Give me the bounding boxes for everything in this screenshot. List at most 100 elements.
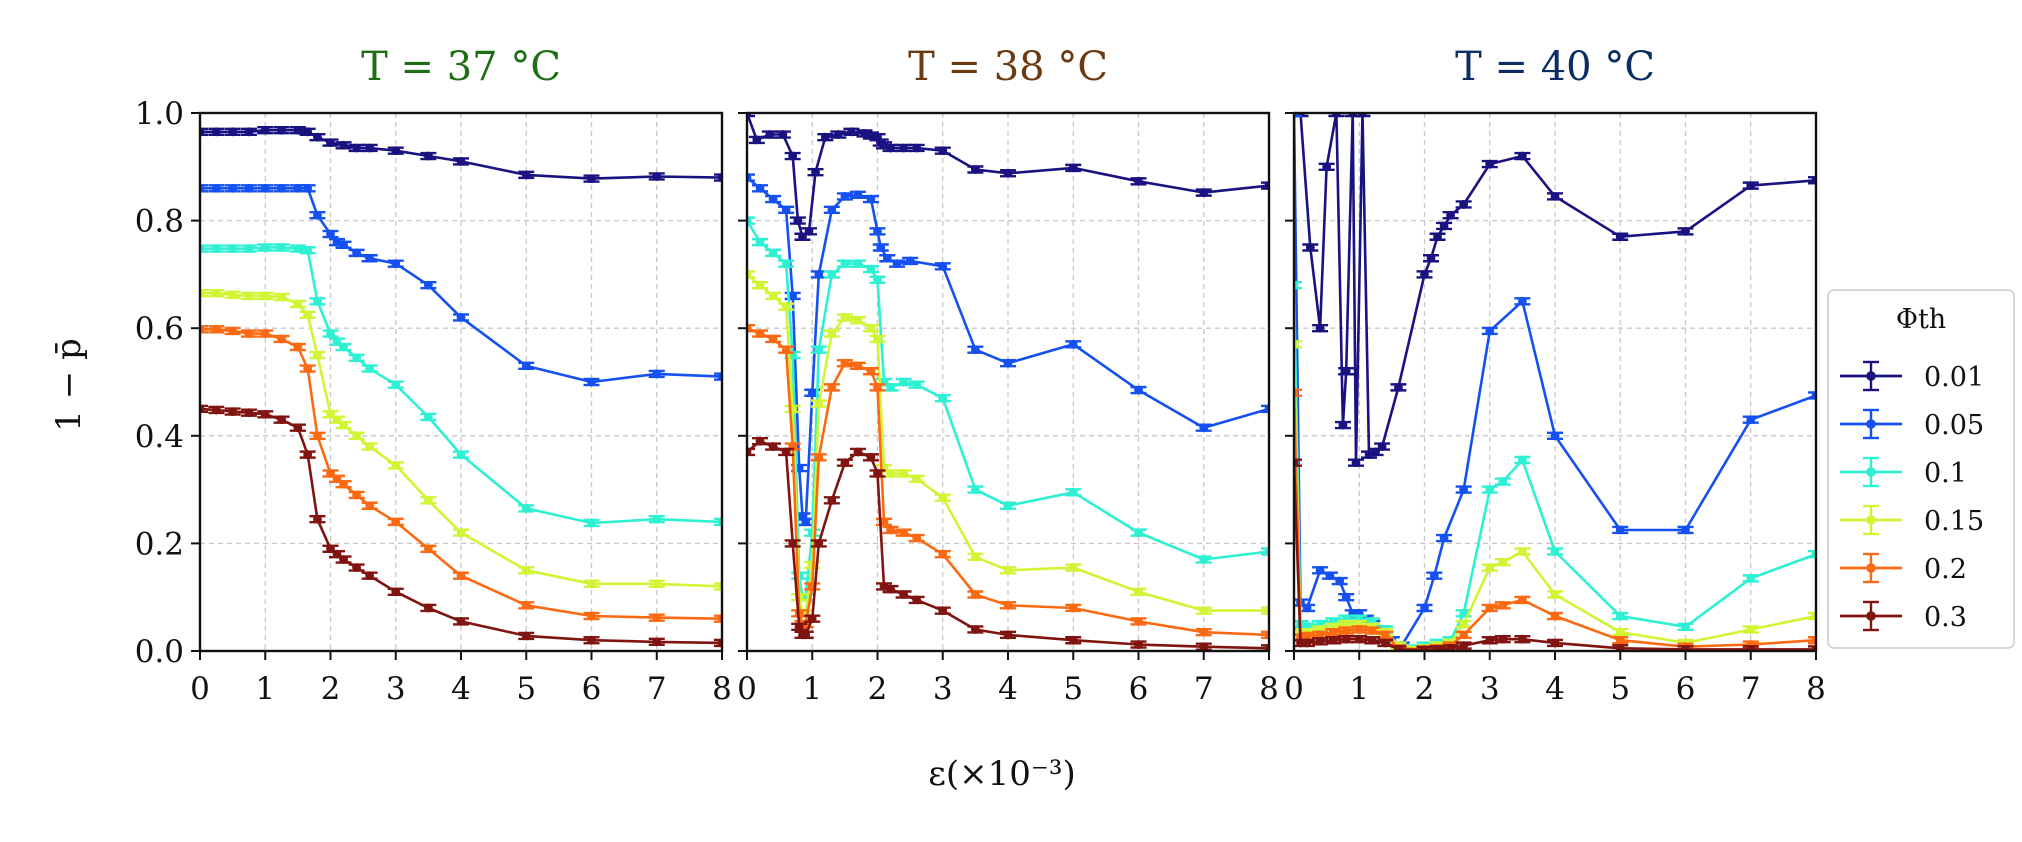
data-point (912, 474, 922, 484)
series-group (1294, 113, 1816, 651)
data-point (313, 350, 322, 360)
data-point (1550, 431, 1560, 441)
data-point (873, 226, 882, 236)
data-point (1003, 565, 1013, 575)
data-point (277, 334, 286, 344)
data-point (873, 275, 882, 285)
data-point (853, 259, 863, 269)
data-point (1517, 455, 1527, 465)
data-point (912, 143, 922, 153)
data-point (1615, 232, 1625, 242)
data-point (899, 377, 908, 387)
data-point (1459, 200, 1469, 209)
data-point (1426, 253, 1436, 263)
data-point (1433, 644, 1442, 651)
data-point (853, 361, 863, 371)
data-point (339, 140, 348, 150)
data-point (228, 127, 238, 137)
legend-marker (1866, 467, 1876, 477)
data-point (1199, 188, 1209, 198)
legend-entry-0.05: 0.05 (1840, 408, 1984, 441)
data-point (768, 194, 778, 204)
data-point (853, 190, 863, 200)
data-point (293, 244, 303, 253)
data-point (938, 261, 948, 271)
data-point (1681, 644, 1690, 651)
data-point (652, 369, 662, 379)
legend-marker (1866, 371, 1876, 381)
data-point (801, 630, 811, 640)
x-tick-label: 5 (1063, 671, 1083, 707)
data-point (752, 135, 762, 145)
data-point (755, 436, 765, 446)
data-point (820, 132, 830, 142)
data-point (521, 600, 531, 610)
data-point (391, 460, 401, 470)
data-point (938, 549, 948, 559)
data-point (1420, 603, 1429, 613)
data-point (339, 555, 348, 564)
data-point (814, 270, 824, 279)
data-point (339, 420, 348, 430)
y-axis-label: 1 − p̄ (49, 338, 89, 432)
data-point (1498, 477, 1508, 486)
data-point (879, 517, 889, 527)
y-tick-label: 0.2 (135, 526, 184, 562)
data-point (1681, 525, 1690, 535)
data-point (326, 229, 335, 239)
data-point (814, 399, 824, 408)
data-point (873, 382, 882, 392)
data-point (1420, 270, 1429, 279)
data-point (1439, 221, 1449, 231)
data-point (1485, 563, 1495, 573)
data-point (866, 452, 876, 462)
data-point (365, 364, 375, 373)
legend-entry-0.15: 0.15 (1840, 504, 1984, 537)
panels: 0 1 2 3 4 5 6 7 8 0.0 0.2 0.4 0.6 0.8 1.0 T = 37 °C 0 1 2 3… (135, 44, 1826, 707)
data-point (352, 143, 361, 153)
x-tick-label: 8 (712, 671, 732, 707)
x-tick-label: 5 (516, 671, 536, 707)
series-group (200, 125, 722, 648)
data-point (1068, 339, 1078, 349)
data-point (1550, 547, 1560, 556)
data-point (938, 606, 948, 616)
data-point (211, 405, 221, 415)
data-point (456, 157, 466, 166)
data-point (1681, 622, 1690, 632)
data-point (827, 382, 837, 392)
x-tick-label: 3 (933, 671, 953, 707)
data-point (365, 442, 375, 451)
data-point (811, 167, 820, 177)
x-tick-label: 7 (1194, 671, 1214, 707)
data-point (840, 313, 850, 322)
data-point (352, 490, 361, 500)
data-point (853, 315, 863, 325)
data-point (1446, 643, 1455, 651)
data-point (228, 407, 238, 416)
data-point (365, 253, 375, 263)
data-point (587, 174, 596, 184)
data-point (423, 280, 433, 290)
data-point (1746, 625, 1756, 634)
data-point (423, 544, 433, 554)
axes-frame (198, 111, 724, 653)
data-point (1615, 611, 1625, 621)
data-point (1003, 630, 1013, 640)
data-point (1134, 385, 1143, 395)
data-point (1068, 563, 1078, 573)
data-point (886, 382, 895, 392)
x-tick-label: 8 (1806, 671, 1826, 707)
data-point (260, 291, 270, 301)
data-point (1459, 641, 1469, 651)
data-point (1199, 627, 1209, 637)
data-point (912, 595, 922, 605)
data-point (768, 248, 778, 258)
data-point (768, 291, 778, 301)
data-point (1517, 595, 1527, 605)
data-point (788, 291, 798, 301)
data-point (652, 514, 662, 524)
data-point (352, 248, 361, 258)
data-point (1380, 630, 1390, 640)
